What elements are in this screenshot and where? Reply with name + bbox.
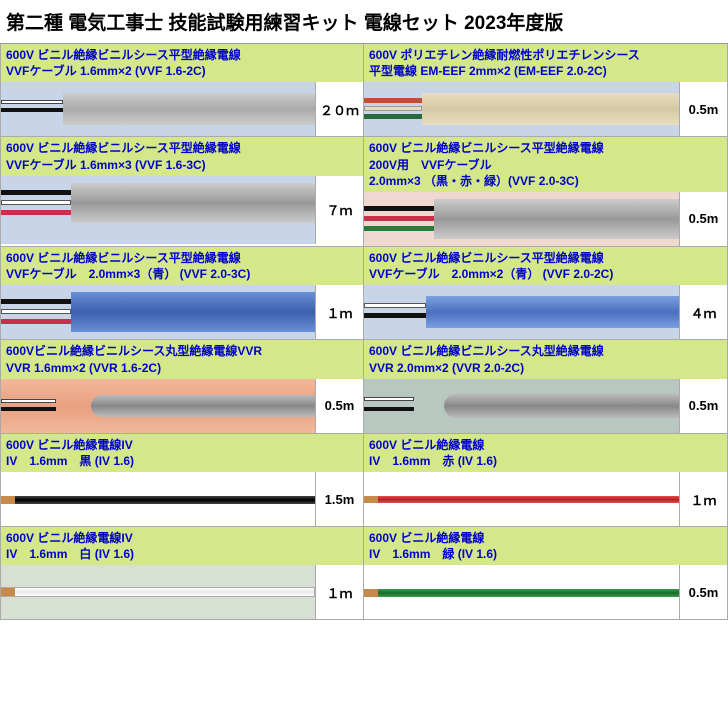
cable-label: 600V ビニル絶縁ビニルシース平型絶縁電線VVFケーブル 2.0mm×3（青）… bbox=[1, 247, 363, 285]
cable-image bbox=[1, 379, 315, 433]
cable-cell: 600V ビニル絶縁ビニルシース丸型絶縁電線VVR 2.0mm×2 (VVR 2… bbox=[364, 340, 728, 433]
cable-length: １ｍ bbox=[315, 285, 363, 339]
cable-label: 600V ポリエチレン絶縁耐燃性ポリエチレンシース平型電線 EM-EEF 2mm… bbox=[364, 44, 727, 82]
cable-length: ２０ｍ bbox=[315, 82, 363, 136]
cable-label: 600V ビニル絶縁電線IVIV 1.6mm 白 (IV 1.6) bbox=[1, 527, 363, 565]
cable-label: 600V ビニル絶縁ビニルシース平型絶縁電線VVFケーブル 1.6mm×3 (V… bbox=[1, 137, 363, 175]
cable-image bbox=[1, 565, 315, 619]
cable-cell: 600V ビニル絶縁ビニルシース平型絶縁電線VVFケーブル 2.0mm×2（青）… bbox=[364, 247, 728, 340]
cable-cell: 600V ビニル絶縁ビニルシース平型絶縁電線VVFケーブル 1.6mm×2 (V… bbox=[0, 44, 364, 137]
cable-length: 0.5m bbox=[679, 565, 727, 619]
cable-label: 600V ビニル絶縁電線IV 1.6mm 緑 (IV 1.6) bbox=[364, 527, 727, 565]
cable-label: 600V ビニル絶縁ビニルシース平型絶縁電線VVFケーブル 2.0mm×2（青）… bbox=[364, 247, 727, 285]
cable-cell: 600V ビニル絶縁ビニルシース平型絶縁電線VVFケーブル 1.6mm×3 (V… bbox=[0, 137, 364, 247]
cable-length: 0.5m bbox=[679, 192, 727, 246]
cable-label: 600Vビニル絶縁ビニルシース丸型絶縁電線VVRVVR 1.6mm×2 (VVR… bbox=[1, 340, 363, 378]
cable-length: １ｍ bbox=[315, 565, 363, 619]
cable-image bbox=[1, 176, 315, 244]
cable-length: 0.5m bbox=[315, 379, 363, 433]
cable-cell: 600Vビニル絶縁ビニルシース丸型絶縁電線VVRVVR 1.6mm×2 (VVR… bbox=[0, 340, 364, 433]
cable-image bbox=[1, 82, 315, 136]
cable-image bbox=[364, 565, 679, 619]
cable-length: 0.5m bbox=[679, 379, 727, 433]
cable-length: １ｍ bbox=[679, 472, 727, 526]
cable-label: 600V ビニル絶縁ビニルシース平型絶縁電線200V用 VVFケーブル2.0mm… bbox=[364, 137, 727, 192]
cable-image bbox=[1, 472, 315, 526]
cable-cell: 600V ビニル絶縁電線IVIV 1.6mm 白 (IV 1.6) １ｍ bbox=[0, 527, 364, 620]
cable-image bbox=[364, 82, 679, 136]
cable-label: 600V ビニル絶縁ビニルシース丸型絶縁電線VVR 2.0mm×2 (VVR 2… bbox=[364, 340, 727, 378]
cable-length: 1.5m bbox=[315, 472, 363, 526]
cable-cell: 600V ビニル絶縁ビニルシース平型絶縁電線200V用 VVFケーブル2.0mm… bbox=[364, 137, 728, 247]
cable-label: 600V ビニル絶縁電線IVIV 1.6mm 黒 (IV 1.6) bbox=[1, 434, 363, 472]
cable-image bbox=[364, 285, 679, 339]
cable-length: ４ｍ bbox=[679, 285, 727, 339]
cable-cell: 600V ポリエチレン絶縁耐燃性ポリエチレンシース平型電線 EM-EEF 2mm… bbox=[364, 44, 728, 137]
cable-image bbox=[364, 192, 679, 246]
cable-cell: 600V ビニル絶縁ビニルシース平型絶縁電線VVFケーブル 2.0mm×3（青）… bbox=[0, 247, 364, 340]
cable-image bbox=[1, 285, 315, 339]
cable-image bbox=[364, 379, 679, 433]
cable-image bbox=[364, 472, 679, 526]
cable-grid: 600V ビニル絶縁ビニルシース平型絶縁電線VVFケーブル 1.6mm×2 (V… bbox=[0, 44, 728, 620]
cable-cell: 600V ビニル絶縁電線IVIV 1.6mm 黒 (IV 1.6) 1.5m bbox=[0, 434, 364, 527]
cable-label: 600V ビニル絶縁電線IV 1.6mm 赤 (IV 1.6) bbox=[364, 434, 727, 472]
cable-length: ７ｍ bbox=[315, 176, 363, 244]
cable-cell: 600V ビニル絶縁電線IV 1.6mm 赤 (IV 1.6) １ｍ bbox=[364, 434, 728, 527]
cable-label: 600V ビニル絶縁ビニルシース平型絶縁電線VVFケーブル 1.6mm×2 (V… bbox=[1, 44, 363, 82]
cable-length: 0.5m bbox=[679, 82, 727, 136]
cable-cell: 600V ビニル絶縁電線IV 1.6mm 緑 (IV 1.6) 0.5m bbox=[364, 527, 728, 620]
page-title: 第二種 電気工事士 技能試験用練習キット 電線セット 2023年度版 bbox=[0, 0, 728, 44]
